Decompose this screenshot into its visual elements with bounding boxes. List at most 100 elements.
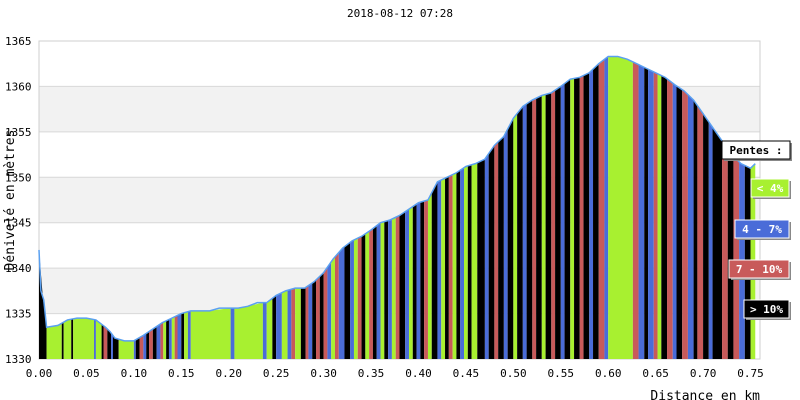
slope-stripe <box>560 83 565 359</box>
slope-stripe <box>555 86 561 359</box>
slope-stripe <box>380 221 385 359</box>
x-axis-label: Distance en km <box>650 389 760 400</box>
y-axis-label: Dénivelé en mètres <box>3 130 18 271</box>
x-tick-label: 0.55 <box>548 367 575 380</box>
slope-stripe <box>365 231 370 359</box>
slope-stripe <box>112 335 119 359</box>
slope-stripe <box>460 167 465 359</box>
slope-stripe <box>399 211 406 359</box>
y-tick-label: 1330 <box>5 353 32 366</box>
x-tick-label: 0.60 <box>595 367 622 380</box>
slope-stripe <box>644 67 649 359</box>
slope-stripe <box>281 290 288 359</box>
slope-stripe <box>118 339 134 359</box>
slope-stripe <box>101 324 104 359</box>
slope-stripe <box>648 69 654 359</box>
slope-stripe <box>160 322 164 359</box>
slope-stripe <box>733 156 740 359</box>
slope-stripe <box>448 174 453 359</box>
slope-stripes <box>39 56 756 360</box>
slope-stripe <box>95 319 102 359</box>
slope-stripe <box>471 162 478 359</box>
slope-stripe <box>357 236 362 359</box>
slope-stripe <box>682 89 688 359</box>
slope-stripe <box>513 113 518 359</box>
slope-stripe <box>583 72 590 360</box>
x-tick-label: 0.10 <box>121 367 148 380</box>
y-tick-label: 1335 <box>5 308 32 321</box>
slope-stripe <box>424 200 428 359</box>
slope-stripe <box>350 239 354 359</box>
slope-stripe <box>498 136 504 359</box>
slope-stripe <box>361 233 366 359</box>
slope-stripe <box>467 164 472 359</box>
slope-stripe <box>536 95 542 359</box>
slope-stripe <box>344 242 351 359</box>
slope-stripe <box>574 77 580 359</box>
slope-stripe <box>391 217 396 359</box>
slope-stripe <box>388 219 392 359</box>
slope-stripe <box>139 335 144 359</box>
slope-stripe <box>408 206 413 359</box>
slope-stripe <box>376 222 381 359</box>
slope-stripe <box>73 318 95 359</box>
x-tick-label: 0.65 <box>642 367 669 380</box>
legend-swatch <box>728 259 790 279</box>
slope-stripe <box>703 113 709 359</box>
y-tick-label: 1355 <box>5 126 32 139</box>
x-tick-label: 0.30 <box>310 367 337 380</box>
slope-stripe <box>291 288 296 359</box>
slope-stripe <box>667 78 673 359</box>
slope-stripe <box>230 308 235 359</box>
slope-stripe <box>632 61 639 359</box>
slope-stripe <box>94 319 96 359</box>
slope-stripe <box>143 333 147 359</box>
slope-stripe <box>608 56 633 360</box>
slope-stripe <box>308 283 313 359</box>
slope-stripe <box>107 329 112 359</box>
legend-entry: < 4% <box>757 182 784 195</box>
chart-title: 2018-08-12 07:28 <box>347 7 453 20</box>
slope-stripe <box>372 225 377 359</box>
slope-stripe <box>676 85 683 360</box>
slope-stripe <box>484 153 489 359</box>
y-tick-label: 1340 <box>5 262 32 275</box>
slope-stripe <box>532 98 537 360</box>
legend-entry: 7 - 10% <box>736 263 783 276</box>
legend-title-box <box>721 140 791 160</box>
slope-stripe <box>71 318 74 359</box>
slope-stripe <box>494 141 499 359</box>
slope-stripe <box>163 320 167 359</box>
slope-stripe <box>661 75 668 360</box>
slope-stripe <box>135 337 140 359</box>
legend-swatch <box>734 219 790 239</box>
slope-stripe <box>149 329 153 359</box>
slope-stripe <box>722 140 728 359</box>
slope-stripe <box>272 295 277 359</box>
y-tick-label: 1360 <box>5 80 32 93</box>
slope-stripe <box>589 69 594 359</box>
slope-stripe <box>452 172 457 359</box>
slope-stripe <box>187 310 191 359</box>
slope-stripe <box>405 209 409 359</box>
slope-stripe <box>331 256 335 359</box>
slope-stripe <box>503 129 508 359</box>
slope-stripe <box>727 149 734 359</box>
slope-stripe <box>464 165 468 359</box>
slope-stripe <box>61 322 64 359</box>
legend-entry: 4 - 7% <box>742 223 782 236</box>
slope-stripe <box>445 176 449 359</box>
slope-legend: Pentes : < 4% 4 - 7% 7 - 10% > 10% <box>721 140 792 320</box>
slope-stripe <box>441 178 446 359</box>
slope-stripe <box>177 313 182 359</box>
slope-stripe <box>384 220 389 359</box>
slope-stripe <box>111 333 113 359</box>
slope-stripe <box>712 127 723 359</box>
slope-stripe <box>319 272 324 359</box>
x-tick-label: 0.50 <box>500 367 527 380</box>
y-tick-label: 1365 <box>5 35 32 48</box>
slope-stripe <box>604 56 609 360</box>
slope-stripe <box>316 276 320 359</box>
slope-stripe <box>276 292 282 359</box>
